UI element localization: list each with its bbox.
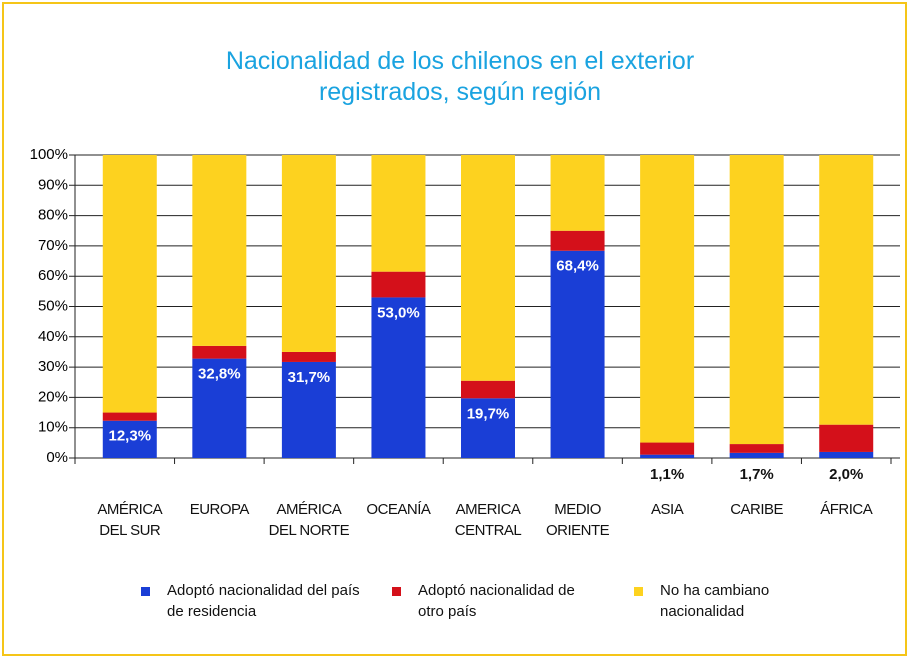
x-tick-label: MEDIO ORIENTE bbox=[545, 501, 610, 539]
bar-segment bbox=[461, 155, 515, 381]
bar-segment bbox=[281, 361, 336, 458]
legend-swatch bbox=[392, 587, 401, 596]
bar-segment bbox=[192, 345, 247, 359]
bar-segment bbox=[281, 351, 336, 362]
bar-segment bbox=[461, 380, 515, 399]
x-tick-label: EUROPA bbox=[189, 501, 250, 518]
x-tick-label: ASIA bbox=[651, 501, 684, 518]
x-tick-label: OCEANÍA bbox=[366, 501, 431, 518]
y-tick-label: 50% bbox=[38, 297, 68, 314]
bar-segment bbox=[371, 271, 426, 298]
bar-segment bbox=[550, 250, 605, 458]
y-tick-label: 20% bbox=[38, 388, 68, 405]
bar-segment bbox=[192, 358, 247, 458]
bar-segment bbox=[461, 398, 515, 458]
value-label: 32,8% bbox=[198, 366, 241, 383]
bar-segment bbox=[640, 454, 695, 458]
x-tick-label: AMÉRICA DEL NORTE bbox=[268, 501, 350, 539]
bar-segment bbox=[102, 412, 157, 421]
bar-segment bbox=[371, 297, 426, 458]
bar-segment bbox=[192, 155, 247, 346]
chart-title: Nacionalidad de los chilenos en el exter… bbox=[225, 47, 695, 106]
legend-label: Adoptó nacionalidad del país de residenc… bbox=[167, 582, 360, 620]
value-label: 12,3% bbox=[109, 428, 152, 445]
bar-segment bbox=[102, 155, 157, 413]
y-tick-label: 70% bbox=[38, 237, 68, 254]
value-label: 68,4% bbox=[556, 258, 599, 275]
bar-segment bbox=[102, 420, 157, 458]
value-label: 31,7% bbox=[288, 369, 331, 386]
y-tick-label: 80% bbox=[38, 207, 68, 224]
x-tick-label: ÁFRICA bbox=[820, 501, 873, 518]
bar-segment bbox=[550, 155, 605, 231]
bar-segment bbox=[729, 444, 784, 453]
legend-swatch bbox=[141, 587, 150, 596]
y-tick-label: 40% bbox=[38, 328, 68, 345]
y-tick-label: 10% bbox=[38, 419, 68, 436]
y-tick-label: 0% bbox=[46, 449, 68, 466]
bar-segment bbox=[819, 451, 874, 458]
bar-segment bbox=[281, 155, 336, 352]
value-label: 1,7% bbox=[740, 466, 774, 483]
bar-segment bbox=[550, 230, 605, 251]
value-label: 19,7% bbox=[467, 405, 510, 422]
bar-segment bbox=[819, 155, 874, 425]
bar-segment bbox=[371, 155, 426, 272]
y-tick-label: 100% bbox=[30, 146, 68, 163]
value-label: 1,1% bbox=[650, 466, 684, 483]
value-label: 53,0% bbox=[377, 304, 420, 321]
y-tick-label: 30% bbox=[38, 358, 68, 375]
legend-label: No ha cambiano nacionalidad bbox=[660, 582, 770, 620]
y-tick-label: 90% bbox=[38, 176, 68, 193]
bar-segment bbox=[640, 442, 695, 455]
x-tick-label: CARIBE bbox=[730, 501, 784, 518]
bar-segment bbox=[729, 155, 784, 445]
legend-label: Adoptó nacionalidad de otro país bbox=[418, 582, 575, 620]
bar-segment bbox=[819, 424, 874, 452]
x-tick-label: AMERICA CENTRAL bbox=[454, 501, 522, 539]
x-tick-label: AMÉRICA DEL SUR bbox=[97, 501, 163, 539]
bar-segment bbox=[729, 452, 784, 458]
legend-swatch bbox=[634, 587, 643, 596]
y-tick-label: 60% bbox=[38, 267, 68, 284]
bar-segment bbox=[640, 155, 695, 443]
value-label: 2,0% bbox=[829, 466, 863, 483]
